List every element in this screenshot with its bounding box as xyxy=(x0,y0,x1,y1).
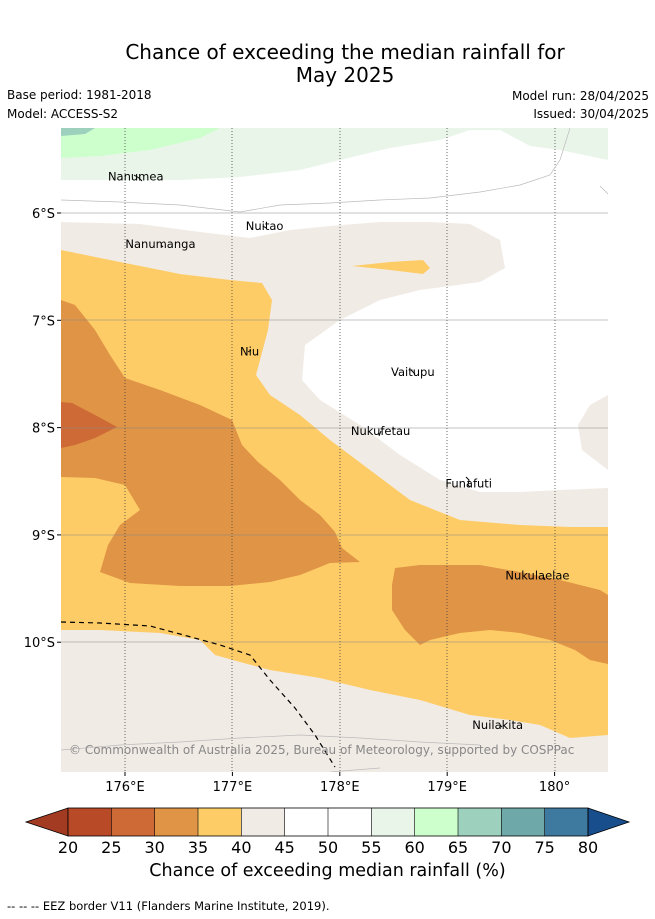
island-niu xyxy=(247,349,252,353)
contour-30 xyxy=(61,402,117,448)
y-tick-label: 9°S xyxy=(32,529,55,544)
place-label-vaitupu: Vaitupu xyxy=(391,365,435,379)
place-label-nanumanga: Nanumanga xyxy=(125,237,195,251)
colorbar-label: 30 xyxy=(144,838,164,857)
y-tick-label: 10°S xyxy=(24,636,55,651)
colorbar: 20 25 30 35 40 45 50 55 60 65 70 75 80 xyxy=(24,807,631,857)
model-run-text: Model run: 28/04/2025 xyxy=(511,89,649,103)
contour-60 xyxy=(61,128,608,180)
colorbar-title: Chance of exceeding median rainfall (%) xyxy=(149,861,506,881)
colorbar-segment xyxy=(284,808,328,836)
lat-lines xyxy=(61,212,608,643)
place-label-nuilakita: Nuilakita xyxy=(472,718,523,732)
eez-border xyxy=(61,621,336,768)
colorbar-label: 50 xyxy=(318,838,338,857)
base-period-text: Base period: 1981-2018 xyxy=(7,88,152,102)
colorbar-segment xyxy=(544,808,588,836)
map-title-line1: Chance of exceeding the median rainfall … xyxy=(125,40,565,64)
colorbar-label: 20 xyxy=(58,838,78,857)
place-label-nuitao: Nuitao xyxy=(246,219,284,233)
x-tick-label: 180° xyxy=(539,780,570,795)
island-nuilakita xyxy=(499,724,503,728)
y-tick-label: 8°S xyxy=(32,422,55,437)
colorbar-segment xyxy=(68,808,112,836)
contour-70 xyxy=(61,128,95,136)
eez-legend-text: EEZ border V11 (Flanders Marine Institut… xyxy=(42,899,330,913)
y-tick-label: 6°S xyxy=(32,207,55,222)
contour-50-notch xyxy=(400,282,608,405)
colorbar-segment xyxy=(501,808,545,836)
colorbar-label: 25 xyxy=(101,838,121,857)
island-nukufetau xyxy=(378,430,382,437)
y-axis-ticks: 6°S 7°S 8°S 9°S 10°S xyxy=(24,207,61,651)
colorbar-segment xyxy=(241,808,285,836)
colorbar-arrow-low xyxy=(24,807,69,837)
island-nanumanga xyxy=(160,244,164,248)
contour-35-right xyxy=(392,565,608,664)
gridlines xyxy=(124,128,556,772)
colorbar-label: 55 xyxy=(361,838,381,857)
contour-45-right xyxy=(578,395,608,470)
place-label-nanumea: Nanumea xyxy=(108,170,164,184)
eez-legend: -- -- -- EEZ border V11 (Flanders Marine… xyxy=(7,899,330,913)
island-funafuti xyxy=(465,476,471,488)
colorbar-segment xyxy=(458,808,502,836)
y-tick-label: 7°S xyxy=(32,314,55,329)
place-label-nukulaelae: Nukulaelae xyxy=(505,569,569,583)
model-text: Model: ACCESS-S2 xyxy=(7,107,119,121)
island-nukulaelae xyxy=(542,575,546,581)
colorbar-label: 40 xyxy=(231,838,251,857)
colorbar-label: 65 xyxy=(448,838,468,857)
colorbar-label: 35 xyxy=(188,838,208,857)
contour-lines xyxy=(61,128,608,772)
x-axis-ticks: 176°E 177°E 178°E 179°E 180° xyxy=(105,772,570,795)
eez-legend-line: -- -- -- xyxy=(7,899,43,913)
copyright-text: © Commonwealth of Australia 2025, Bureau… xyxy=(69,743,574,757)
x-tick-label: 178°E xyxy=(320,780,360,795)
colorbar-segment xyxy=(198,808,242,836)
place-label-nukufetau: Nukufetau xyxy=(351,424,410,438)
colorbar-label: 80 xyxy=(578,838,598,857)
island-nanumea xyxy=(133,174,143,182)
x-tick-label: 176°E xyxy=(105,780,145,795)
contour-65 xyxy=(61,128,220,158)
colorbar-segment xyxy=(111,808,155,836)
colorbar-segment xyxy=(371,808,415,836)
place-label-niu: Niu xyxy=(240,344,259,358)
colorbar-label: 45 xyxy=(274,838,294,857)
x-tick-label: 179°E xyxy=(427,780,467,795)
contour-35 xyxy=(61,300,360,586)
place-labels: Nanumea Nuitao Nanumanga Niu Vaitupu Nukufeta… xyxy=(108,170,570,732)
colorbar-segment xyxy=(328,808,372,836)
colorbar-label: 60 xyxy=(404,838,424,857)
contour-40-patch xyxy=(352,260,430,274)
map-area: Nanumea Nuitao Nanumanga Niu Vaitupu Nukufeta… xyxy=(61,128,608,772)
colorbar-segment xyxy=(414,808,458,836)
colorbar-segment xyxy=(154,808,198,836)
x-tick-label: 177°E xyxy=(213,780,253,795)
map-title-line2: May 2025 xyxy=(295,63,395,87)
issued-text: Issued: 30/04/2025 xyxy=(533,107,649,121)
colorbar-label: 70 xyxy=(491,838,511,857)
colorbar-arrow-high xyxy=(587,807,631,837)
islands xyxy=(133,174,546,728)
colorbar-label: 75 xyxy=(534,838,554,857)
island-nuitao xyxy=(262,225,267,229)
island-vaitupu xyxy=(410,369,416,375)
place-label-funafuti: Funafuti xyxy=(445,476,492,490)
